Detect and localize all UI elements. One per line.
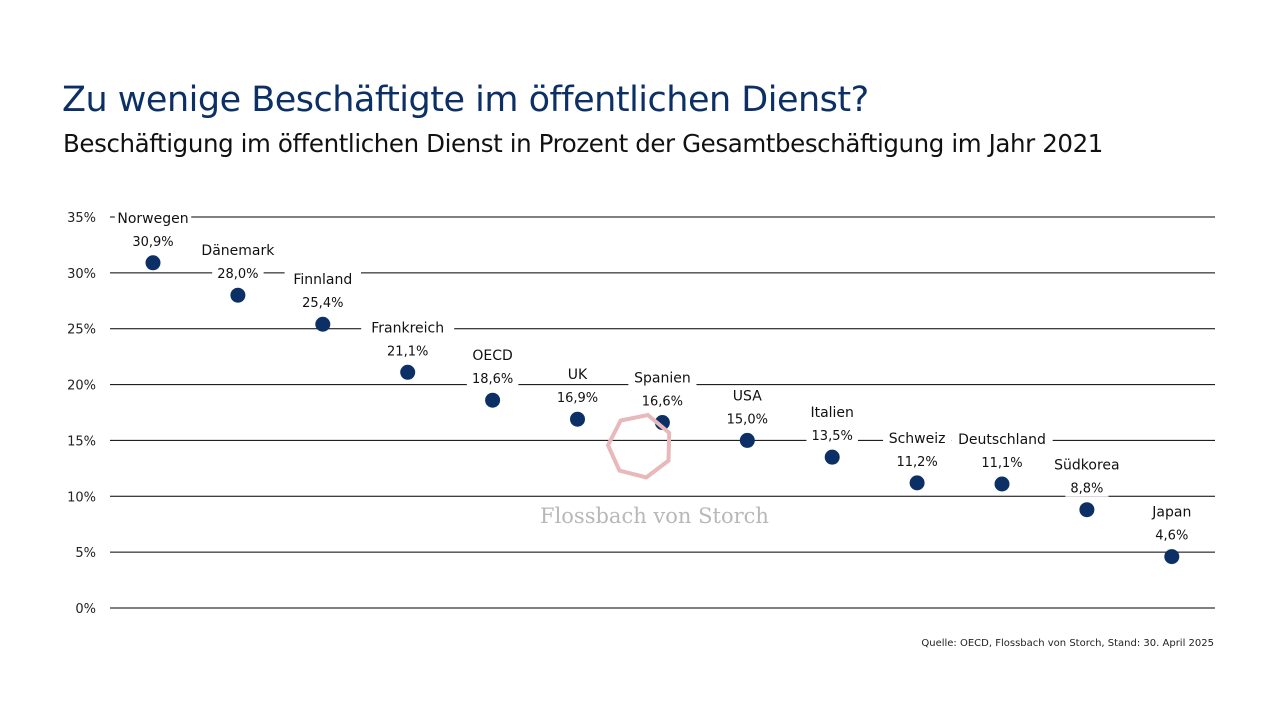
label-mask: [1150, 526, 1194, 544]
label-mask: [562, 366, 593, 384]
label-mask: [891, 452, 943, 470]
watermark: Flossbach von Storch: [540, 410, 769, 530]
label-mask: [361, 319, 455, 337]
label-mask: [798, 404, 867, 422]
data-label: 28,0%: [217, 267, 258, 282]
label-mask: [284, 271, 361, 289]
data-point: [909, 475, 925, 491]
data-label: 16,6%: [642, 395, 683, 410]
watermark-logo-icon: [605, 412, 672, 480]
label-mask: [471, 347, 515, 365]
label-mask: [199, 242, 277, 260]
category-label: UK: [568, 367, 588, 383]
y-tick-label: 0%: [75, 602, 96, 617]
data-label: 18,6%: [472, 372, 513, 387]
label-mask: [381, 342, 434, 360]
category-label: Frankreich: [371, 320, 444, 336]
data-label: 21,1%: [387, 344, 428, 359]
category-label: Spanien: [634, 371, 691, 387]
chart-subtitle: Beschäftigung im öffentlichen Dienst in …: [63, 129, 1103, 158]
data-label: 25,4%: [302, 296, 343, 311]
data-point: [145, 255, 161, 271]
label-mask: [1065, 479, 1109, 497]
y-tick-label: 20%: [67, 379, 96, 394]
label-mask: [1048, 456, 1126, 474]
label-mask: [951, 430, 1053, 448]
label-mask: [551, 389, 604, 407]
label-mask: [1146, 503, 1198, 521]
category-label: Norwegen: [117, 211, 188, 227]
label-mask: [636, 392, 689, 410]
data-point: [994, 476, 1010, 492]
label-mask: [806, 427, 858, 445]
label-mask: [628, 369, 697, 387]
label-mask: [976, 453, 1028, 471]
chart-title: Zu wenige Beschäftigte im öffentlichen D…: [62, 80, 869, 120]
y-tick-label: 30%: [67, 267, 96, 282]
data-label: 13,5%: [812, 429, 853, 444]
data-label: 11,2%: [896, 455, 937, 470]
data-point: [400, 364, 416, 380]
data-label: 16,9%: [557, 391, 598, 406]
data-point: [824, 449, 840, 465]
y-tick-label: 10%: [67, 490, 96, 505]
category-label: Schweiz: [889, 431, 946, 447]
category-label: OECD: [472, 348, 512, 364]
label-mask: [883, 429, 952, 447]
category-label: USA: [733, 388, 762, 404]
data-point: [1079, 502, 1095, 518]
label-mask: [297, 294, 349, 312]
source-note: Quelle: OECD, Flossbach von Storch, Stan…: [921, 638, 1214, 649]
data-point: [1164, 549, 1180, 565]
data-point: [315, 316, 331, 332]
data-point: [570, 411, 585, 427]
data-point: [230, 287, 246, 303]
category-label: Südkorea: [1054, 458, 1119, 474]
y-tick-label: 35%: [67, 211, 96, 226]
category-label: Dänemark: [201, 243, 275, 259]
data-label: 8,8%: [1070, 482, 1103, 497]
y-tick-label: 25%: [67, 323, 96, 338]
data-label: 11,1%: [981, 456, 1022, 471]
y-tick-label: 15%: [67, 434, 96, 449]
data-label: 4,6%: [1155, 529, 1188, 544]
data-point: [739, 432, 755, 448]
watermark-text: Flossbach von Storch: [540, 504, 769, 528]
category-label: Deutschland: [958, 432, 1046, 448]
label-mask: [721, 410, 774, 428]
data-label: 30,9%: [132, 235, 173, 250]
y-tick-label: 5%: [75, 546, 96, 561]
category-label: Finnland: [293, 272, 352, 288]
label-mask: [114, 209, 192, 227]
data-label: 15,0%: [727, 412, 768, 427]
label-mask: [127, 232, 179, 250]
category-label: Italien: [810, 405, 853, 421]
label-mask: [212, 265, 264, 283]
label-mask: [729, 387, 765, 405]
label-mask: [466, 370, 519, 388]
category-label: Japan: [1151, 505, 1191, 521]
data-point: [485, 392, 501, 408]
